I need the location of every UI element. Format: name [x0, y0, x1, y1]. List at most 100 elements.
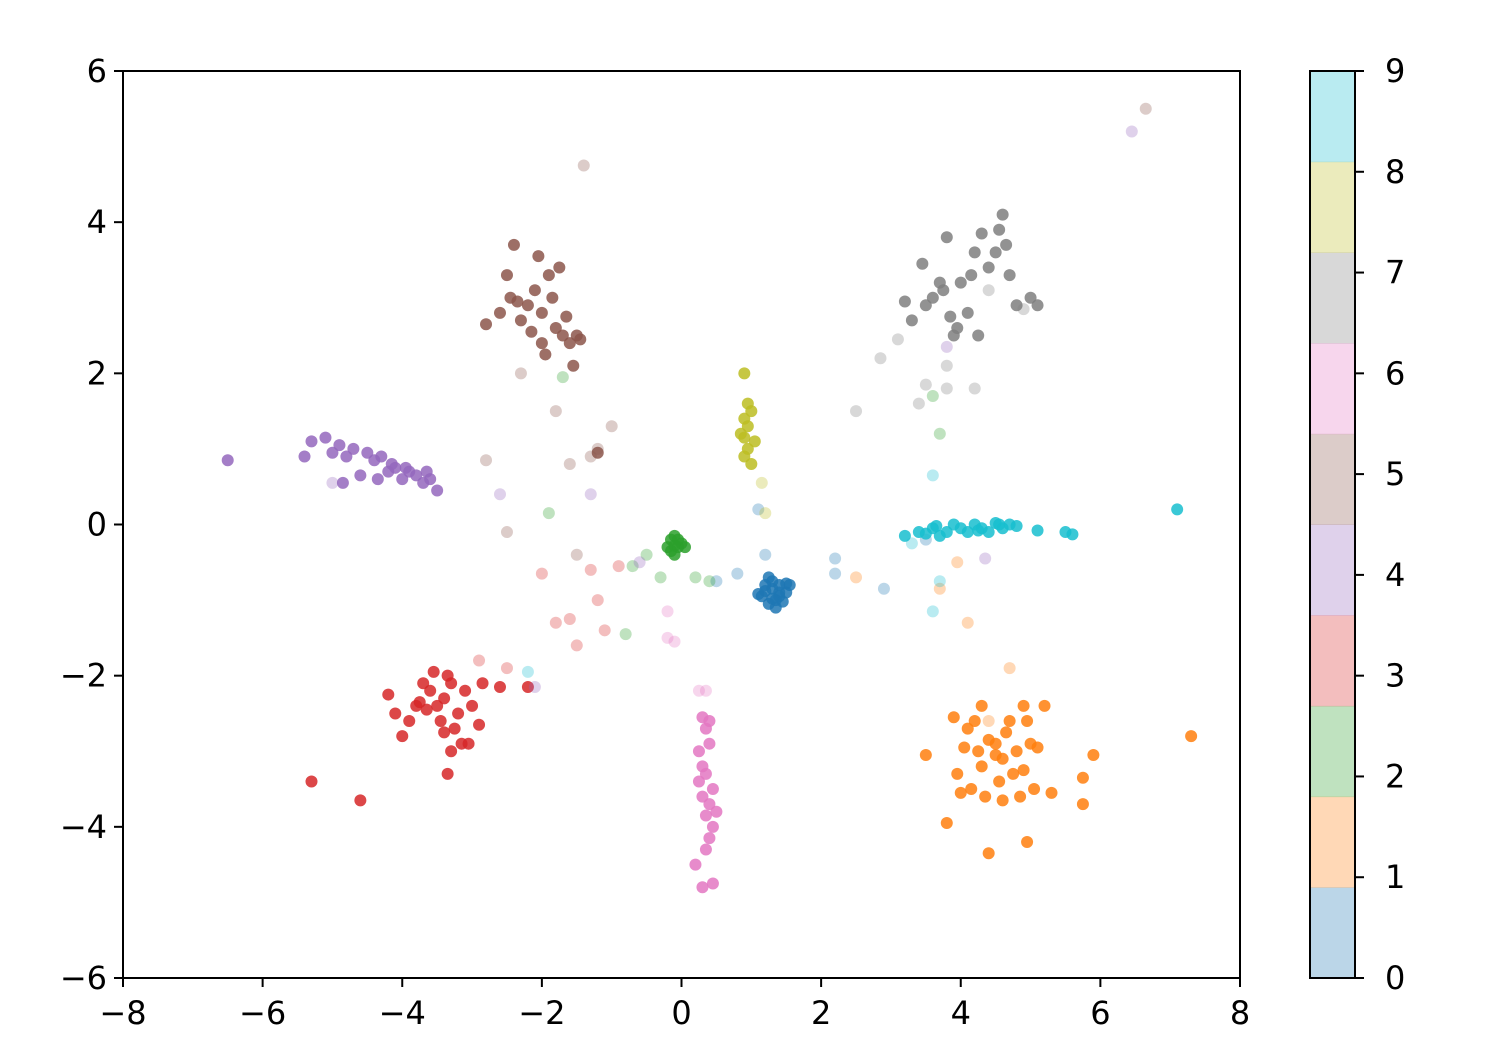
point: [954, 276, 967, 289]
point: [1139, 102, 1152, 115]
point: [762, 571, 775, 584]
point: [549, 321, 562, 334]
point: [333, 439, 346, 452]
point: [441, 767, 454, 780]
point: [542, 507, 555, 520]
point: [535, 337, 548, 350]
point: [361, 446, 374, 459]
point: [933, 575, 946, 588]
point: [1000, 726, 1013, 739]
colorbar-tick-label: 3: [1385, 657, 1405, 695]
point: [396, 473, 409, 486]
point: [989, 749, 1002, 762]
point: [591, 594, 604, 607]
point: [584, 450, 597, 463]
point: [452, 707, 465, 720]
colorbar-band: [1310, 433, 1355, 525]
point: [420, 703, 433, 716]
point: [940, 231, 953, 244]
point: [937, 284, 950, 297]
point: [305, 775, 318, 788]
point: [336, 476, 349, 489]
point: [431, 484, 444, 497]
point: [745, 405, 758, 418]
point: [989, 246, 1002, 259]
point: [612, 560, 625, 573]
point: [500, 526, 513, 539]
point: [462, 737, 475, 750]
point: [567, 359, 580, 372]
point: [982, 733, 995, 746]
point: [769, 601, 782, 614]
point: [912, 397, 925, 410]
y-tick-label: 6: [87, 52, 107, 90]
point: [926, 605, 939, 618]
point: [979, 790, 992, 803]
point: [1010, 299, 1023, 312]
y-tick-label: −6: [60, 959, 107, 997]
point: [850, 405, 863, 418]
point: [385, 458, 398, 471]
colorbar-band: [1310, 705, 1355, 798]
point: [221, 454, 234, 467]
point: [877, 582, 890, 595]
point: [993, 518, 1006, 531]
point: [493, 681, 506, 694]
point: [424, 684, 437, 697]
x-tick-label: 4: [951, 994, 971, 1032]
y-tick-label: 4: [87, 203, 107, 241]
point: [951, 556, 964, 569]
point: [759, 548, 772, 561]
colorbar: [1310, 71, 1355, 979]
point: [759, 507, 772, 520]
point: [975, 760, 988, 773]
point: [556, 329, 569, 342]
point: [1017, 764, 1030, 777]
point: [699, 767, 712, 780]
point: [958, 741, 971, 754]
point: [975, 699, 988, 712]
point: [1017, 303, 1030, 316]
colorbar-band: [1310, 161, 1355, 253]
point: [919, 378, 932, 391]
point: [968, 382, 981, 395]
x-tick-label: −8: [99, 994, 146, 1032]
point: [703, 715, 716, 728]
plot-area: [221, 102, 1198, 894]
point: [1031, 741, 1044, 754]
point: [661, 631, 674, 644]
point: [500, 662, 513, 675]
point: [563, 337, 576, 350]
point: [752, 588, 765, 601]
point: [699, 684, 712, 697]
point: [752, 503, 765, 516]
point: [413, 696, 426, 709]
y-tick-label: −2: [60, 657, 107, 695]
point: [514, 367, 527, 380]
point: [696, 881, 709, 894]
point: [703, 832, 716, 845]
point: [766, 592, 779, 605]
y-tick-label: −4: [60, 808, 107, 846]
point: [542, 269, 555, 282]
point: [706, 783, 719, 796]
point: [319, 431, 332, 444]
point: [1028, 783, 1041, 796]
point: [692, 745, 705, 758]
point: [466, 699, 479, 712]
point: [399, 461, 412, 474]
point: [1185, 730, 1198, 743]
colorbar-tick-label: 6: [1385, 354, 1405, 392]
point: [755, 476, 768, 489]
point: [993, 223, 1006, 236]
point: [326, 446, 339, 459]
x-tick-label: 0: [671, 994, 691, 1032]
point: [1066, 528, 1079, 541]
point: [577, 159, 590, 172]
point: [521, 299, 534, 312]
point: [473, 718, 486, 731]
point: [528, 284, 541, 297]
colorbar-tick-label: 0: [1385, 959, 1405, 997]
point: [403, 715, 416, 728]
